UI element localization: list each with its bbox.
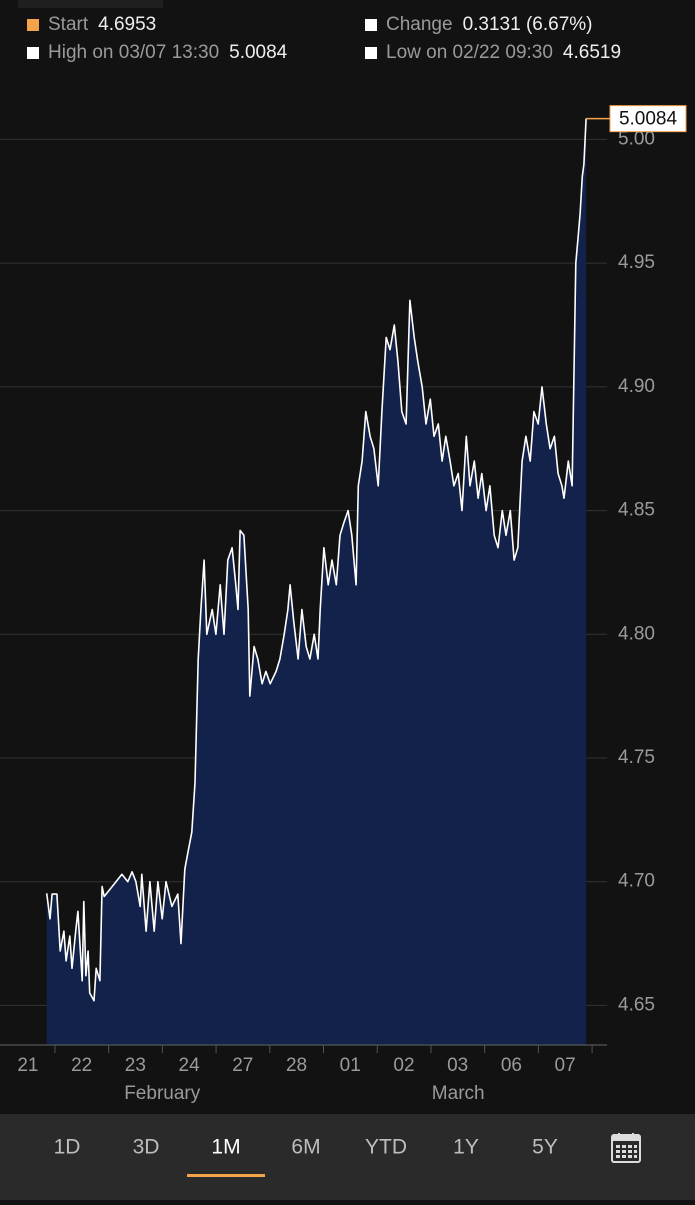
x-tick-label: 23 [125,1055,146,1076]
y-tick-label: 4.65 [618,994,655,1015]
last-value-box [609,105,687,133]
y-tick-label: 4.90 [618,376,655,397]
range-tab[interactable]: YTD [365,1136,407,1159]
calendar-icon[interactable] [611,1133,641,1163]
stat-value: 4.6519 [563,42,621,63]
range-tab[interactable]: 1D [54,1136,81,1159]
stat: Low on 02/22 09:30 4.6519 [386,42,621,63]
range-tab[interactable]: 3D [133,1136,160,1159]
y-tick-label: 4.70 [618,871,655,892]
stat-label: Start [48,14,89,35]
x-tick-label: 28 [286,1055,307,1076]
month-label: February [124,1083,201,1104]
tab-bar [0,1114,695,1200]
x-tick-label: 21 [17,1055,38,1076]
stat-label: Change [386,14,453,35]
stat: Start 4.6953 [48,14,156,35]
x-tick-label: 24 [179,1055,201,1076]
area [46,118,587,1046]
x-tick-label: 02 [393,1055,414,1076]
x-tick-label: 07 [555,1055,576,1076]
legend-swatch [27,19,39,31]
stat-value: 5.0084 [229,42,288,63]
y-tick-label: 4.85 [618,500,655,521]
x-tick-label: 22 [71,1055,92,1076]
legend-swatch [365,19,377,31]
x-tick-label: 27 [232,1055,253,1076]
y-tick-label: 4.80 [618,623,655,644]
selected-underline [187,1174,265,1177]
stat: High on 03/07 13:30 5.0084 [48,42,288,63]
last-value-label: 5.0084 [619,109,678,130]
stat-label: Low on 02/22 09:30 [386,42,553,63]
top-strip [18,0,163,8]
calendar-top [612,1135,640,1141]
calendar-grid [616,1145,637,1158]
legend-swatch [27,47,39,59]
y-tick-label: 4.75 [618,747,655,768]
line [45,118,587,1002]
range-tab[interactable]: 1M [211,1136,240,1159]
range-tab[interactable]: 1Y [453,1136,479,1159]
stat-value: 4.6953 [98,14,156,35]
range-tab[interactable]: 5Y [532,1136,558,1159]
stat-value: 0.3131 (6.67%) [463,14,593,35]
legend-swatch [365,47,377,59]
y-tick-label: 4.95 [618,252,655,273]
x-tick-label: 01 [340,1055,361,1076]
x-tick-label: 06 [501,1055,522,1076]
range-tab[interactable]: 6M [291,1136,320,1159]
stat: Change 0.3131 (6.67%) [386,14,592,35]
x-tick-label: 03 [447,1055,468,1076]
stat-label: High on 03/07 13:30 [48,42,219,63]
month-label: March [432,1083,485,1104]
y-tick-label: 5.00 [618,128,655,149]
